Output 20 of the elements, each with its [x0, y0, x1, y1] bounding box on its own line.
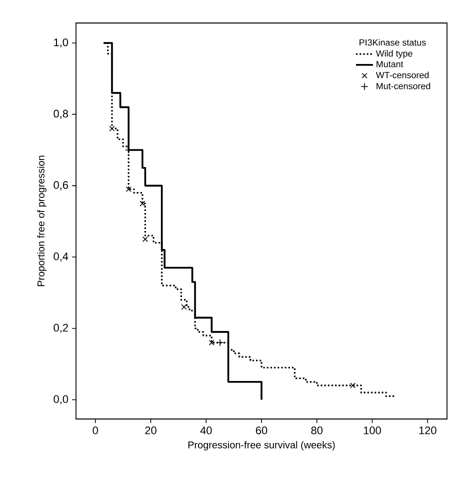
x-tick-label: 120: [419, 426, 436, 434]
y-tick-label: 0,4: [54, 252, 68, 262]
legend-label: Mut-censored: [376, 82, 430, 90]
y-tick-label: 1,0: [54, 38, 68, 48]
legend-label: WT-censored: [376, 72, 429, 78]
legend-label: Wild type: [376, 50, 412, 58]
x-tick-label: 20: [145, 426, 156, 434]
y-axis-title: Proportion free of progression: [37, 156, 46, 286]
x-tick-label: 80: [311, 426, 323, 434]
x-tick-label: 60: [256, 426, 268, 434]
y-tick-label: 0,6: [54, 181, 68, 190]
legend-label: Mutant: [376, 61, 404, 68]
x-axis-title: Progression-free survival (weeks): [188, 441, 335, 450]
y-tick-label: 0,2: [54, 324, 68, 333]
x-tick-label: 100: [364, 426, 381, 434]
y-tick-label: 0,0: [54, 395, 68, 404]
legend-title: PI3Kinase status: [360, 39, 426, 46]
y-tick-label: 0,8: [54, 110, 68, 119]
x-tick-label: 0: [92, 426, 98, 434]
x-tick-label: 40: [200, 426, 212, 434]
